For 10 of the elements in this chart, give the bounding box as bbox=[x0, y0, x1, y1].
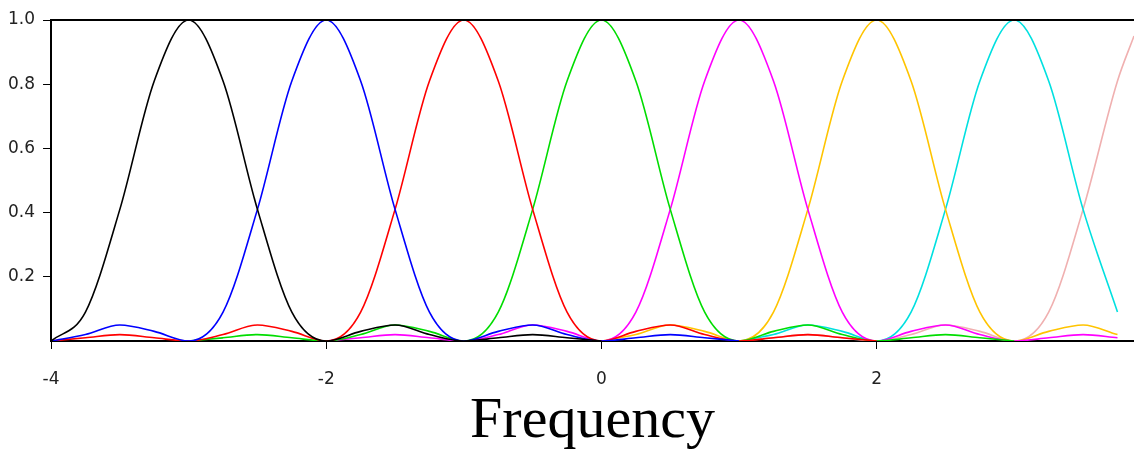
y-tick-label: 1.0 bbox=[7, 8, 36, 29]
x-tick-label: -2 bbox=[317, 367, 335, 388]
y-tick-label: 0.2 bbox=[7, 265, 36, 286]
x-axis-title: Frequency bbox=[470, 385, 715, 451]
y-tick-label: 0.6 bbox=[7, 136, 36, 157]
x-tick-label: -4 bbox=[42, 367, 60, 388]
y-tick-label: 0.4 bbox=[7, 201, 36, 222]
x-tick-label: 0 bbox=[596, 367, 607, 388]
y-tick-label: 0.8 bbox=[7, 72, 36, 93]
x-tick-label: 2 bbox=[871, 367, 883, 388]
